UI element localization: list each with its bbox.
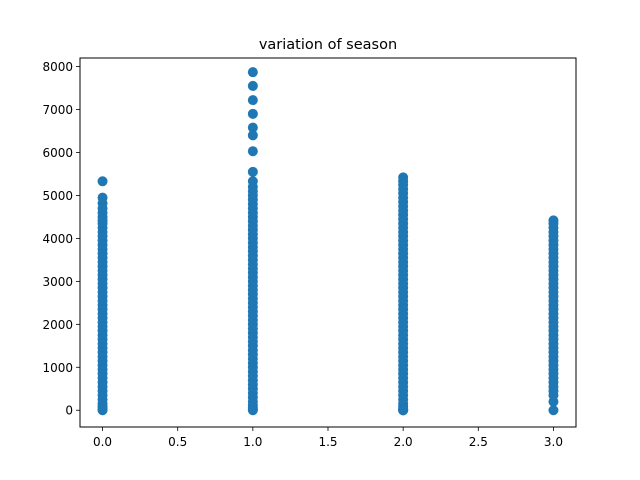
data-point	[247, 95, 258, 106]
x-tick-label: 2.5	[469, 435, 488, 449]
x-tick-label: 2.0	[394, 435, 413, 449]
plot-frame	[79, 57, 577, 428]
data-point	[548, 396, 559, 407]
data-point	[97, 176, 108, 187]
y-tick-label: 5000	[42, 189, 73, 203]
x-tick-label: 1.0	[243, 435, 262, 449]
data-point	[247, 130, 258, 141]
data-point	[247, 108, 258, 119]
y-tick-label: 7000	[42, 103, 73, 117]
data-point	[247, 67, 258, 78]
data-point	[247, 146, 258, 157]
y-tick-label: 8000	[42, 60, 73, 74]
x-tick-label: 0.0	[93, 435, 112, 449]
y-tick-label: 6000	[42, 146, 73, 160]
y-tick-label: 0	[65, 404, 73, 418]
data-point	[97, 405, 108, 416]
data-point	[548, 405, 559, 416]
y-tick-label: 3000	[42, 275, 73, 289]
data-point	[398, 405, 409, 416]
y-tick-label: 2000	[42, 318, 73, 332]
y-axis: 0 1000 2000 3000 4000 5000 6000 7000 8000	[42, 60, 80, 418]
x-tick-label: 1.5	[318, 435, 337, 449]
x-tick-label: 3.0	[544, 435, 563, 449]
y-tick-label: 1000	[42, 361, 73, 375]
x-tick-label: 0.5	[168, 435, 187, 449]
chart-title: variation of season	[259, 37, 397, 53]
data-points	[97, 67, 559, 416]
x-axis: 0.0 0.5 1.0 1.5 2.0 2.5 3.0	[93, 427, 563, 449]
data-point	[247, 80, 258, 91]
data-point	[247, 122, 258, 133]
data-point	[247, 405, 258, 416]
y-tick-label: 4000	[42, 232, 73, 246]
data-point	[247, 166, 258, 177]
